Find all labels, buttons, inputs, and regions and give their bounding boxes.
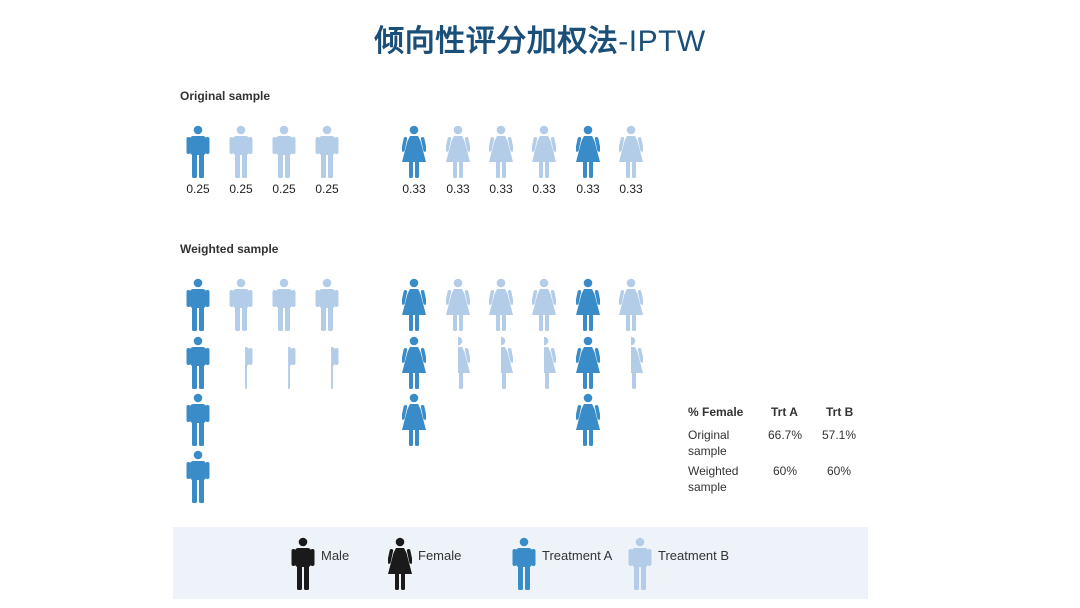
legend-label: Female xyxy=(418,548,462,563)
table-row-label: Original sample xyxy=(688,428,730,458)
female-figure-icon xyxy=(446,125,470,179)
female-figure-icon xyxy=(576,278,600,332)
partial-male-figure-icon xyxy=(331,336,339,390)
table-cell-weighted-trt-a: 60% xyxy=(773,464,798,478)
male-figure-icon xyxy=(272,125,296,179)
male-figure-icon xyxy=(512,537,536,590)
female-figure-icon xyxy=(446,278,470,332)
male-figure-icon xyxy=(229,278,253,332)
partial-male-figure-icon xyxy=(245,336,253,390)
male-figure-icon xyxy=(186,336,210,390)
partial-female-figure-icon xyxy=(544,336,556,390)
female-figure-icon xyxy=(576,336,600,390)
title-chinese: 倾向性评分加权法 xyxy=(374,24,619,59)
page-title: 倾向性评分加权法-IPTW xyxy=(0,22,1080,62)
legend: Male Female Treatment A Treatment B xyxy=(173,527,868,599)
female-figure-icon xyxy=(619,278,643,332)
weight-label: 0.33 xyxy=(619,182,643,196)
weighted-sample-label: Weighted sample xyxy=(180,242,279,256)
weight-label: 0.33 xyxy=(576,182,600,196)
female-figure-icon xyxy=(532,125,556,179)
female-figure-icon xyxy=(402,125,426,179)
male-figure-icon xyxy=(229,125,253,179)
female-figure-icon xyxy=(619,125,643,179)
male-figure-icon xyxy=(291,537,315,590)
legend-label: Male xyxy=(321,548,350,563)
partial-female-figure-icon xyxy=(501,336,513,390)
female-figure-icon xyxy=(388,537,412,590)
female-figure-icon xyxy=(489,278,513,332)
weight-label: 0.25 xyxy=(186,182,210,196)
table-cell-original-trt-b: 57.1% xyxy=(822,428,857,442)
female-figure-icon xyxy=(532,278,556,332)
female-figure-icon xyxy=(576,125,600,179)
male-figure-icon xyxy=(186,450,210,504)
male-figure-icon xyxy=(186,393,210,447)
title-english: -IPTW xyxy=(618,25,706,58)
table-row-label: Weighted sample xyxy=(688,464,739,494)
female-figure-icon xyxy=(402,393,426,447)
male-figure-icon xyxy=(186,278,210,332)
weight-label: 0.25 xyxy=(272,182,296,196)
weight-label: 0.25 xyxy=(229,182,253,196)
female-figure-icon xyxy=(576,393,600,447)
weight-label: 0.33 xyxy=(402,182,426,196)
male-figure-icon xyxy=(315,125,339,179)
partial-female-figure-icon xyxy=(458,336,470,390)
weight-label: 0.33 xyxy=(532,182,556,196)
female-figure-icon xyxy=(402,336,426,390)
table-header-trt-a: Trt A xyxy=(771,405,798,419)
legend-label: Treatment A xyxy=(542,548,613,563)
weight-label: 0.25 xyxy=(315,182,339,196)
male-figure-icon xyxy=(315,278,339,332)
original-sample-label: Original sample xyxy=(180,89,271,103)
male-figure-icon xyxy=(186,125,210,179)
male-figure-icon xyxy=(628,537,652,590)
partial-male-figure-icon xyxy=(288,336,296,390)
legend-label: Treatment B xyxy=(658,548,730,563)
table-cell-original-trt-a: 66.7% xyxy=(768,428,803,442)
female-figure-icon xyxy=(402,278,426,332)
partial-female-figure-icon xyxy=(631,336,643,390)
male-figure-icon xyxy=(272,278,296,332)
weight-label: 0.33 xyxy=(489,182,513,196)
table-header-female: % Female xyxy=(688,405,744,419)
female-figure-icon xyxy=(489,125,513,179)
weight-label: 0.33 xyxy=(446,182,470,196)
table-cell-weighted-trt-b: 60% xyxy=(827,464,852,478)
table-header-trt-b: Trt B xyxy=(826,405,854,419)
